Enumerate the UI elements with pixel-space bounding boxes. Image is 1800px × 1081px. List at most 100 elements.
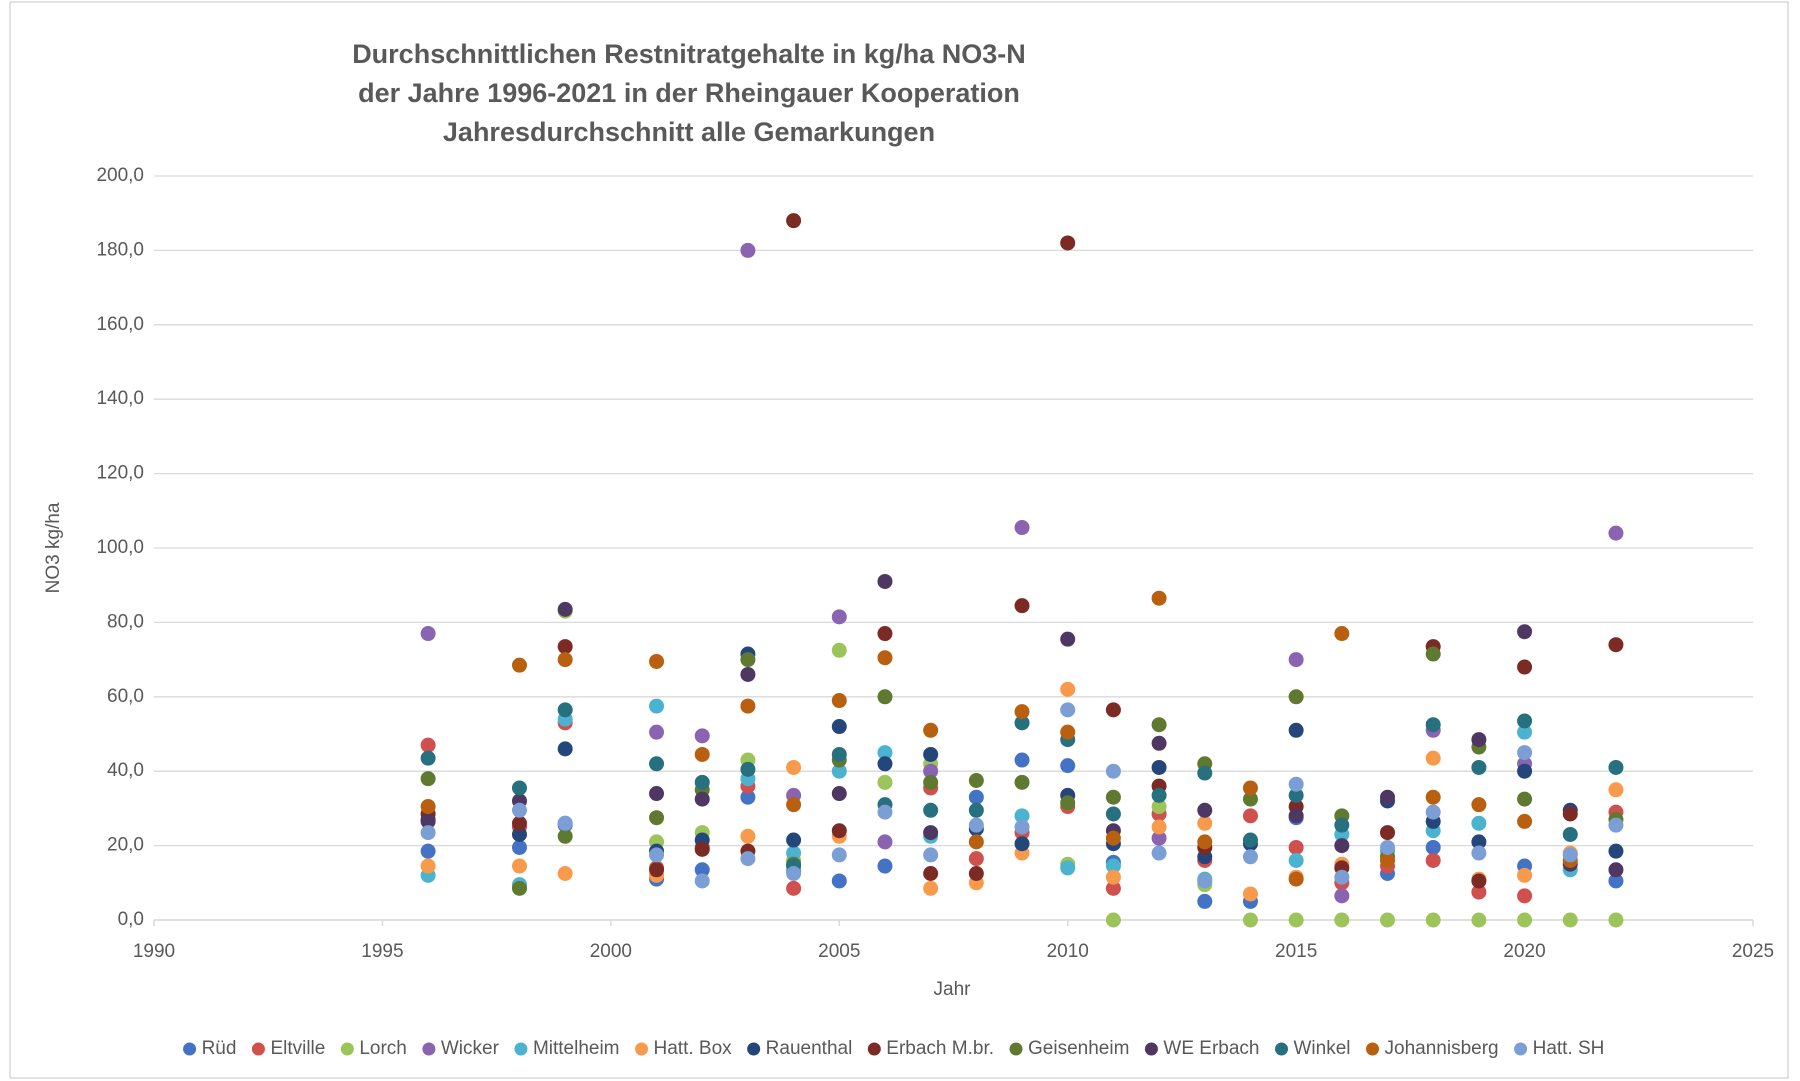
data-point — [649, 653, 665, 669]
data-point — [1151, 830, 1167, 846]
data-point — [1517, 867, 1533, 883]
data-point — [786, 845, 802, 861]
data-point — [877, 650, 893, 666]
data-point — [420, 813, 436, 829]
data-point — [649, 724, 665, 740]
legend-label: WE Erbach — [1163, 1038, 1259, 1059]
legend-label: Rauenthal — [766, 1038, 853, 1059]
data-point — [1425, 646, 1441, 662]
data-point — [1151, 845, 1167, 861]
data-point — [831, 847, 847, 863]
legend-marker — [422, 1042, 436, 1056]
data-point — [420, 799, 436, 815]
data-point — [877, 834, 893, 850]
data-point — [557, 866, 573, 881]
data-point — [1197, 873, 1213, 889]
x-tick-label: 1990 — [133, 941, 175, 962]
data-point — [1471, 759, 1487, 775]
data-point — [740, 789, 756, 805]
data-point — [649, 847, 665, 863]
data-point — [1288, 776, 1304, 792]
y-tick-label: 80,0 — [107, 611, 144, 632]
data-point — [511, 802, 527, 818]
data-point — [831, 719, 847, 735]
data-point — [1014, 598, 1030, 614]
data-point — [1242, 849, 1258, 865]
legend-item: Geisenheim — [1009, 1038, 1129, 1059]
data-point — [420, 843, 436, 859]
data-point — [740, 652, 756, 668]
data-point — [877, 804, 893, 820]
data-point — [1334, 626, 1350, 642]
data-point — [649, 810, 665, 826]
legend-marker — [1514, 1042, 1528, 1056]
legend-label: Hatt. SH — [1533, 1038, 1605, 1059]
legend-item: Wicker — [422, 1038, 500, 1059]
data-point — [1105, 806, 1121, 822]
legend: Rüd Eltville Lorch Wicker Mittelheim Hatt. Bo… — [183, 1038, 1604, 1059]
data-point — [740, 851, 756, 867]
legend-item: WE Erbach — [1144, 1038, 1260, 1059]
x-tick-label: 2020 — [1503, 941, 1545, 962]
data-point — [1242, 808, 1258, 824]
data-point — [1471, 797, 1487, 813]
data-point — [557, 702, 573, 718]
data-point — [649, 756, 665, 772]
data-point — [1608, 525, 1624, 541]
data-point — [1517, 745, 1533, 761]
data-point — [1562, 912, 1578, 928]
data-point — [1105, 858, 1121, 874]
data-point — [786, 880, 802, 896]
data-point — [1151, 819, 1167, 835]
data-point — [1471, 845, 1487, 861]
data-point — [877, 745, 893, 761]
data-point — [786, 213, 802, 229]
data-point — [694, 873, 710, 889]
data-point — [1288, 689, 1304, 705]
data-point — [877, 774, 893, 790]
legend-marker — [340, 1042, 354, 1056]
data-point — [1608, 817, 1624, 833]
data-point — [968, 866, 984, 881]
data-point — [1380, 825, 1396, 841]
data-point — [1197, 893, 1213, 909]
data-point — [923, 880, 939, 896]
data-point — [1288, 652, 1304, 668]
data-point — [1425, 789, 1441, 805]
data-point — [1517, 624, 1533, 640]
data-point — [1517, 724, 1533, 740]
data-point — [1014, 715, 1030, 731]
data-point — [420, 737, 436, 753]
data-point — [923, 774, 939, 790]
data-point — [923, 847, 939, 863]
data-point — [1105, 880, 1121, 896]
data-point — [1334, 888, 1350, 904]
data-point — [1014, 752, 1030, 768]
data-point — [923, 746, 939, 762]
data-point — [1197, 802, 1213, 818]
data-point — [557, 639, 573, 655]
y-tick-label: 180,0 — [96, 239, 144, 260]
data-point — [1242, 791, 1258, 807]
data-point — [1060, 681, 1076, 697]
data-point — [831, 763, 847, 779]
data-point — [740, 828, 756, 844]
legend-marker — [1366, 1042, 1380, 1056]
data-point — [968, 817, 984, 833]
data-point — [1288, 871, 1304, 887]
data-point — [1334, 817, 1350, 833]
legend-marker — [1009, 1042, 1023, 1056]
y-tick-label: 0,0 — [118, 909, 144, 930]
data-point — [1380, 852, 1396, 868]
data-point — [1014, 520, 1030, 536]
data-point — [1014, 819, 1030, 835]
data-point — [1517, 713, 1533, 729]
legend-label: Geisenheim — [1028, 1038, 1129, 1059]
y-tick-label: 100,0 — [96, 537, 144, 558]
data-point — [1562, 806, 1578, 822]
data-point — [1197, 815, 1213, 831]
data-point — [1425, 717, 1441, 733]
data-point — [968, 789, 984, 805]
data-point — [1060, 235, 1076, 251]
data-point — [1334, 838, 1350, 854]
